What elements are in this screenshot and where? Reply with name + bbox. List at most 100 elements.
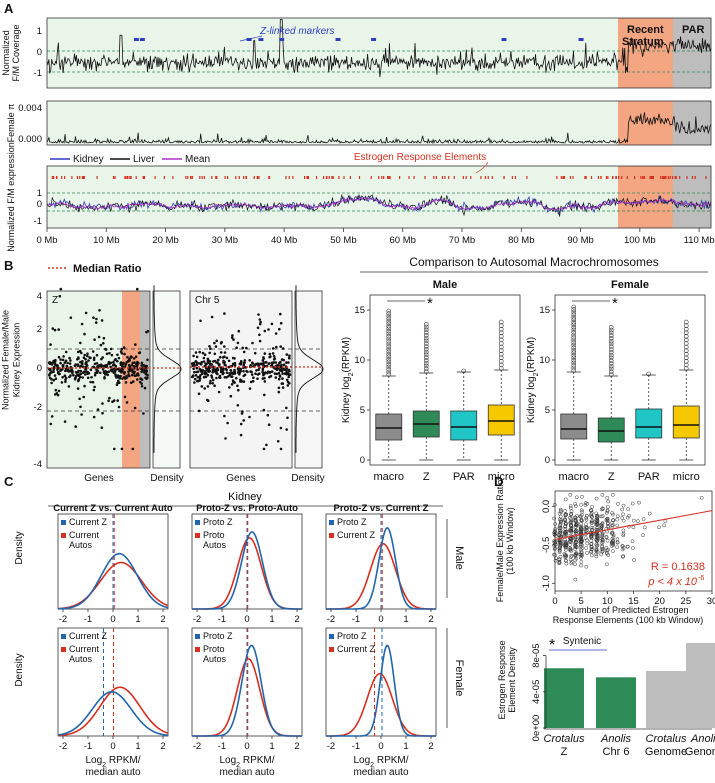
ere-tick	[185, 176, 187, 179]
ere-tick	[572, 176, 574, 179]
gene-point	[102, 342, 105, 345]
gene-point	[57, 328, 60, 331]
gene-point	[124, 363, 128, 366]
ere-tick	[343, 176, 345, 179]
density-xtick: 0	[378, 614, 383, 625]
gene-point	[277, 386, 281, 390]
gene-point	[192, 367, 195, 371]
female-pi-line	[46, 112, 712, 145]
window-point	[553, 558, 558, 563]
window-point	[578, 553, 583, 557]
window-point	[585, 501, 590, 506]
window-point	[606, 524, 610, 529]
gene-point	[263, 352, 267, 355]
gene-point	[202, 356, 206, 360]
panel-label-b: B	[4, 258, 13, 273]
window-point	[611, 523, 615, 527]
gene-point	[77, 350, 80, 354]
chart-b2-boxplots: Comparison to Autosomal Macrochromosomes…	[341, 255, 708, 483]
gene-point	[208, 382, 212, 385]
ere-tick	[288, 176, 290, 179]
chr5-density-label: Density	[291, 473, 324, 484]
outlier-point	[498, 330, 504, 336]
window-point	[573, 577, 578, 582]
window-point	[600, 538, 605, 543]
density-xtick: 0	[378, 741, 383, 752]
ere-tick	[584, 176, 586, 179]
outlier-point	[423, 358, 429, 363]
z-density-curve	[153, 285, 182, 453]
ere-tick	[224, 176, 226, 179]
density-xtick: 1	[403, 741, 408, 752]
gene-point	[267, 362, 271, 366]
gene-point	[126, 356, 129, 359]
gene-point	[100, 365, 103, 368]
ere-tick	[491, 176, 493, 179]
density-blue-curve	[326, 644, 436, 737]
gene-point	[146, 373, 149, 377]
gene-point	[69, 369, 72, 373]
window-point	[558, 531, 562, 535]
outlier-point	[386, 326, 392, 332]
gene-point	[233, 364, 237, 367]
gene-point	[228, 373, 232, 377]
outlier-point	[423, 330, 429, 335]
outlier-point	[571, 324, 577, 330]
gene-point	[224, 437, 227, 440]
window-point	[589, 542, 593, 546]
density-column-title: Proto-Z vs. Proto-Auto	[196, 503, 298, 514]
d2-bracket-label: Syntenic	[563, 636, 601, 647]
a3-xtick: 100 Mb	[624, 235, 656, 246]
ere-tick	[187, 176, 189, 179]
window-point	[595, 538, 600, 542]
ere-tick	[378, 176, 380, 179]
gene-point	[245, 369, 248, 373]
a2-ytick: 0.004	[18, 103, 42, 114]
gene-point	[113, 447, 116, 451]
gene-point	[196, 375, 200, 379]
chart-c-density: Kidney Current Z Current Autos Current Z vs…	[14, 491, 465, 778]
outlier-point	[498, 323, 504, 328]
gene-point	[146, 358, 149, 362]
b1-ytick: 0	[37, 363, 42, 374]
gene-point	[54, 377, 58, 381]
gene-point	[110, 353, 114, 357]
gene-point	[231, 356, 235, 360]
window-point	[569, 526, 574, 531]
gene-point	[145, 370, 149, 373]
gene-point	[263, 372, 266, 376]
gene-point	[142, 370, 146, 374]
gene-point	[209, 379, 212, 383]
gene-point	[239, 380, 242, 383]
ere-tick	[569, 176, 572, 179]
chart-b1-scatter: Median Ratio Z Chr 5 4 2	[1, 263, 325, 484]
gene-point	[213, 341, 216, 345]
window-point	[573, 529, 578, 534]
window-point	[604, 535, 609, 540]
box-PAR	[450, 368, 478, 461]
gene-point	[134, 355, 138, 359]
ere-tick	[621, 176, 623, 179]
gene-point	[116, 353, 119, 357]
outlier-point	[683, 355, 689, 361]
gene-point	[276, 440, 280, 443]
gene-point	[99, 343, 103, 347]
window-point	[578, 552, 583, 557]
c-female-ylabel: Density	[14, 653, 25, 686]
gene-point	[120, 364, 124, 367]
gene-point	[86, 354, 89, 358]
z-region-bg	[47, 18, 618, 88]
window-point	[563, 531, 568, 535]
ere-tick	[633, 176, 636, 179]
window-point	[662, 523, 666, 528]
gene-point	[87, 359, 90, 362]
gene-point	[273, 357, 277, 360]
gene-point	[231, 334, 234, 337]
ere-tick	[694, 176, 696, 179]
gene-point	[218, 363, 221, 366]
gene-point	[249, 380, 253, 384]
window-point	[611, 518, 616, 522]
gene-point	[287, 368, 291, 372]
a3-xtick: 90 Mb	[567, 235, 593, 246]
density-panel-female-2: Proto Z Proto Autos -2 -1 0 1 2 Log2 RPKM/median…	[191, 627, 303, 778]
